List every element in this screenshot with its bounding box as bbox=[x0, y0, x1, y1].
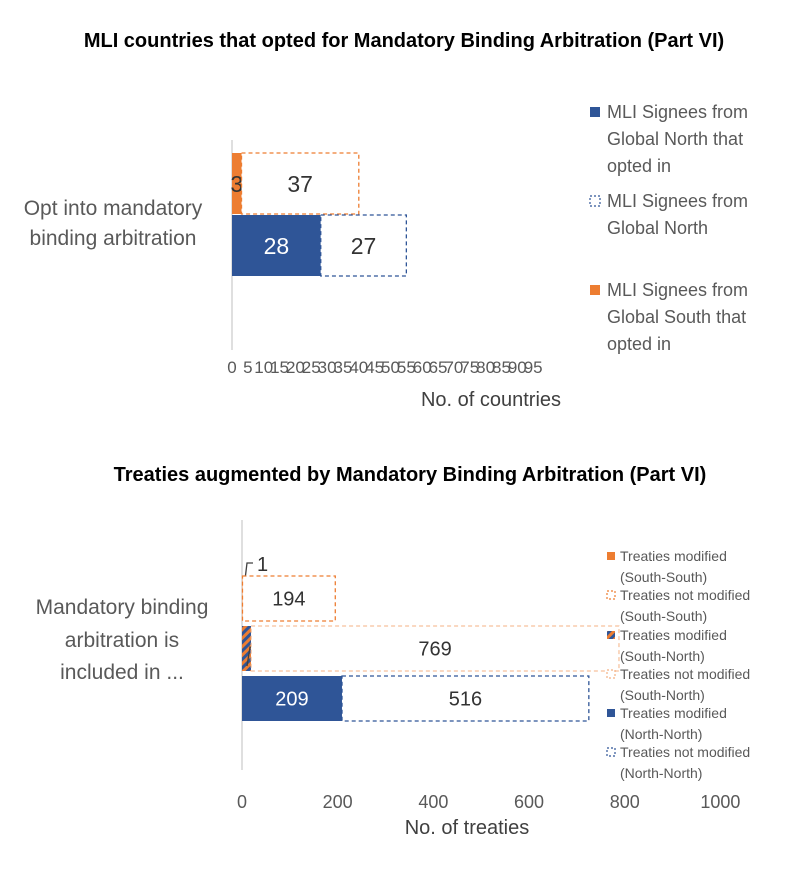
legend-label-line: (South-North) bbox=[620, 687, 705, 703]
x-tick-label: 30 bbox=[318, 358, 337, 377]
legend-label-line: MLI Signees from bbox=[607, 191, 748, 211]
legend-label-line: opted in bbox=[607, 334, 671, 354]
data-label: 516 bbox=[449, 689, 482, 711]
category-label-line: binding arbitration bbox=[30, 227, 197, 250]
x-tick-label: 10 bbox=[254, 358, 273, 377]
legend-swatch bbox=[590, 285, 600, 295]
chart-2-category-label: Mandatory binding arbitration is included … bbox=[36, 596, 209, 684]
chart-2-x-axis-label: No. of treaties bbox=[405, 817, 530, 839]
data-label: 769 bbox=[418, 639, 451, 661]
x-tick-label: 600 bbox=[514, 792, 544, 812]
legend-swatch bbox=[607, 709, 615, 717]
legend-swatch bbox=[590, 107, 600, 117]
chart-2: Treaties augmented by Mandatory Binding … bbox=[36, 464, 751, 839]
chart-1-legend: MLI Signees from Global North that opted i… bbox=[589, 102, 748, 354]
bar-segment bbox=[341, 675, 590, 722]
x-tick-label: 200 bbox=[323, 792, 353, 812]
category-label-line: included in ... bbox=[60, 661, 184, 684]
x-tick-label: 65 bbox=[429, 358, 448, 377]
x-tick-label: 1000 bbox=[700, 792, 740, 812]
legend-label-line: (North-North) bbox=[620, 765, 702, 781]
legend-label-line: MLI Signees from bbox=[607, 280, 748, 300]
chart-2-title: Treaties augmented by Mandatory Binding … bbox=[114, 464, 707, 486]
chart-1: MLI countries that opted for Mandatory B… bbox=[24, 30, 748, 411]
x-tick-label: 0 bbox=[237, 792, 247, 812]
chart-1-category-label: Opt into mandatory binding arbitration bbox=[24, 197, 203, 250]
legend-label-line: Treaties not modified bbox=[620, 666, 750, 682]
data-label: 209 bbox=[275, 689, 308, 711]
data-label: 3 bbox=[230, 171, 243, 197]
legend-label-line: Treaties not modified bbox=[620, 744, 750, 760]
chart-1-x-axis-label: No. of countries bbox=[421, 389, 561, 411]
legend-label-line: (South-South) bbox=[620, 569, 707, 585]
legend-swatch bbox=[606, 747, 616, 757]
x-tick-label: 25 bbox=[302, 358, 321, 377]
data-label: 28 bbox=[264, 233, 290, 259]
legend-label-line: MLI Signees from bbox=[607, 102, 748, 122]
legend-label-line: Treaties modified bbox=[620, 548, 727, 564]
legend-label-line: opted in bbox=[607, 156, 671, 176]
x-tick-label: 70 bbox=[444, 358, 463, 377]
bar-segment bbox=[320, 214, 408, 277]
legend-label-line: Global North that bbox=[607, 129, 743, 149]
x-tick-label: 75 bbox=[460, 358, 479, 377]
bar-segment bbox=[240, 152, 360, 215]
data-label: 27 bbox=[351, 233, 377, 259]
legend-label-line: Global South that bbox=[607, 307, 746, 327]
category-label-line: Mandatory binding bbox=[36, 596, 209, 619]
data-label: 1 bbox=[257, 554, 268, 576]
x-tick-label: 35 bbox=[333, 358, 352, 377]
legend-swatch bbox=[607, 631, 615, 639]
x-tick-label: 85 bbox=[492, 358, 511, 377]
legend-label-line: Global North bbox=[607, 218, 708, 238]
bar-segment bbox=[232, 215, 321, 276]
legend-swatch bbox=[606, 590, 616, 600]
bar-segment bbox=[242, 676, 342, 721]
chart-2-x-ticks: 0 200 400 600 800 1000 bbox=[237, 792, 740, 812]
bar-segment bbox=[250, 625, 620, 672]
legend-label-line: (South-South) bbox=[620, 608, 707, 624]
x-tick-label: 60 bbox=[413, 358, 432, 377]
x-tick-label: 0 bbox=[227, 358, 236, 377]
x-tick-label: 80 bbox=[476, 358, 495, 377]
x-tick-label: 400 bbox=[418, 792, 448, 812]
bar-segment bbox=[242, 626, 252, 671]
bar-segment bbox=[241, 575, 336, 622]
legend-label-line: Treaties not modified bbox=[620, 587, 750, 603]
chart-2-legend: Treaties modified (South-South) Treaties n… bbox=[606, 548, 750, 781]
legend-swatch bbox=[589, 195, 601, 207]
x-tick-label: 15 bbox=[270, 358, 289, 377]
x-tick-label: 5 bbox=[243, 358, 252, 377]
x-tick-label: 95 bbox=[524, 358, 543, 377]
chart-1-title: MLI countries that opted for Mandatory B… bbox=[84, 30, 724, 52]
legend-label-line: Treaties modified bbox=[620, 627, 727, 643]
legend-label-line: (South-North) bbox=[620, 648, 705, 664]
legend-swatch bbox=[606, 669, 616, 679]
category-label-line: Opt into mandatory bbox=[24, 197, 203, 220]
legend-label-line: Treaties modified bbox=[620, 705, 727, 721]
x-tick-label: 90 bbox=[508, 358, 527, 377]
data-label: 37 bbox=[287, 171, 313, 197]
x-tick-label: 20 bbox=[286, 358, 305, 377]
chart-2-bars: 119419769209516 bbox=[241, 554, 620, 722]
x-tick-label: 800 bbox=[610, 792, 640, 812]
chart-1-bars: 3 37 28 27 bbox=[230, 152, 408, 277]
x-tick-label: 40 bbox=[349, 358, 368, 377]
x-tick-label: 55 bbox=[397, 358, 416, 377]
legend-label-line: (North-North) bbox=[620, 726, 702, 742]
data-label: 194 bbox=[272, 589, 305, 611]
x-tick-label: 50 bbox=[381, 358, 400, 377]
bar-segment bbox=[232, 153, 242, 214]
legend-swatch bbox=[607, 552, 615, 560]
category-label-line: arbitration is bbox=[65, 629, 179, 652]
x-tick-label: 45 bbox=[365, 358, 384, 377]
